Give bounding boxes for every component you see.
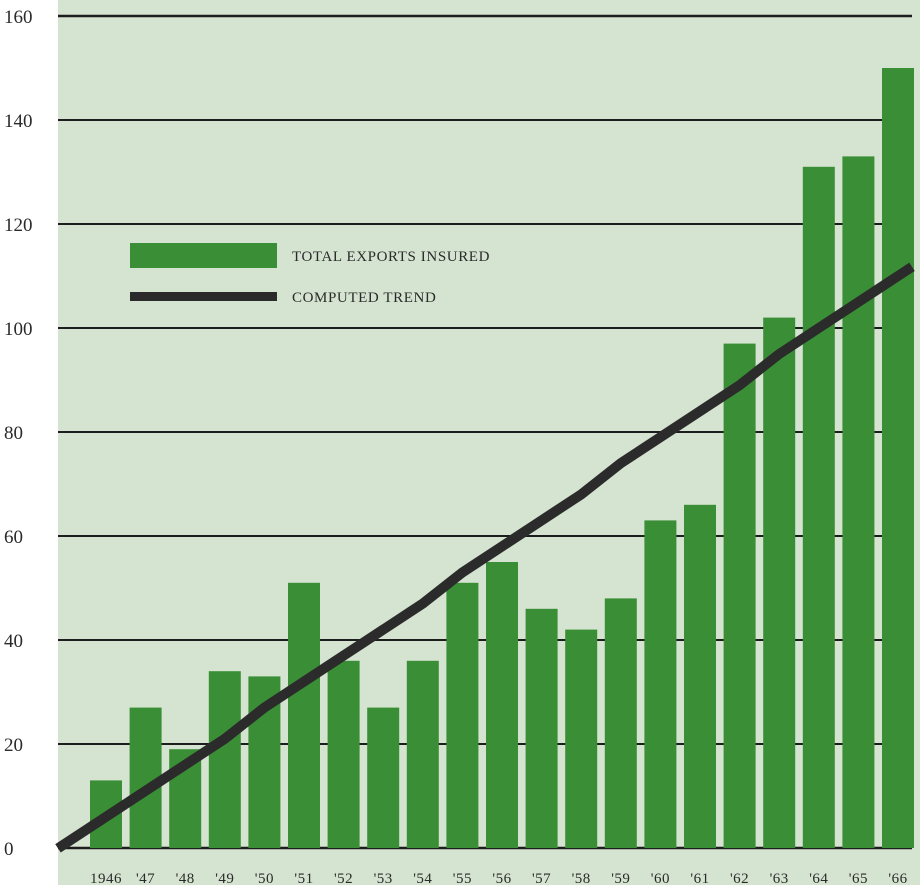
y-tick-label: 20 [4,735,23,756]
bar [129,707,162,848]
x-tick-label: '48 [176,871,195,885]
x-tick-label: '62 [730,871,749,885]
bar [763,317,796,849]
bar [367,707,400,848]
bar [288,582,320,848]
legend-swatch-bars [130,243,277,268]
y-tick-label: 120 [4,215,33,236]
x-tick-label: 1946 [90,871,122,885]
x-tick-label: '49 [215,871,234,885]
legend: TOTAL EXPORTS INSURED COMPUTED TREND [130,243,490,306]
x-tick-label: '66 [888,871,907,885]
legend-label-bars: TOTAL EXPORTS INSURED [292,249,490,265]
bar [525,608,558,848]
y-tick-label: 160 [4,7,33,28]
bar [446,582,479,848]
x-tick-label: '54 [413,871,432,885]
x-tick-label: '65 [849,871,868,885]
x-tick-label: '53 [374,871,393,885]
y-tick-label: 40 [4,631,23,652]
x-tick-label: '57 [532,871,551,885]
bar [644,520,677,848]
bar [604,598,637,848]
x-tick-label: '58 [572,871,591,885]
x-tick-label: '61 [690,871,709,885]
bar [723,343,756,848]
bar [565,629,598,848]
x-tick-label: '51 [294,871,313,885]
bar [486,562,518,848]
trend-line [55,262,915,853]
x-tick-label: '52 [334,871,353,885]
bar [406,660,439,848]
bar [842,156,875,848]
bar [327,660,360,848]
x-tick-label: '64 [809,871,828,885]
x-tick-label: '59 [611,871,630,885]
x-tick-label: '60 [651,871,670,885]
x-tick-label: '47 [136,871,155,885]
x-tick-label: '63 [770,871,789,885]
bar [882,68,914,848]
y-tick-label: 140 [4,111,33,132]
bar [208,671,241,848]
legend-swatch-trend [130,292,277,301]
legend-label-trend: COMPUTED TREND [292,290,436,306]
x-tick-label: '50 [255,871,274,885]
y-tick-label: 100 [4,319,33,340]
y-tick-label: 80 [4,423,23,444]
y-tick-label: 60 [4,527,23,548]
bar [802,166,835,849]
x-tick-label: '56 [492,871,511,885]
y-tick-label: 0 [4,839,14,860]
bar [684,504,716,848]
x-tick-label: '55 [453,871,472,885]
